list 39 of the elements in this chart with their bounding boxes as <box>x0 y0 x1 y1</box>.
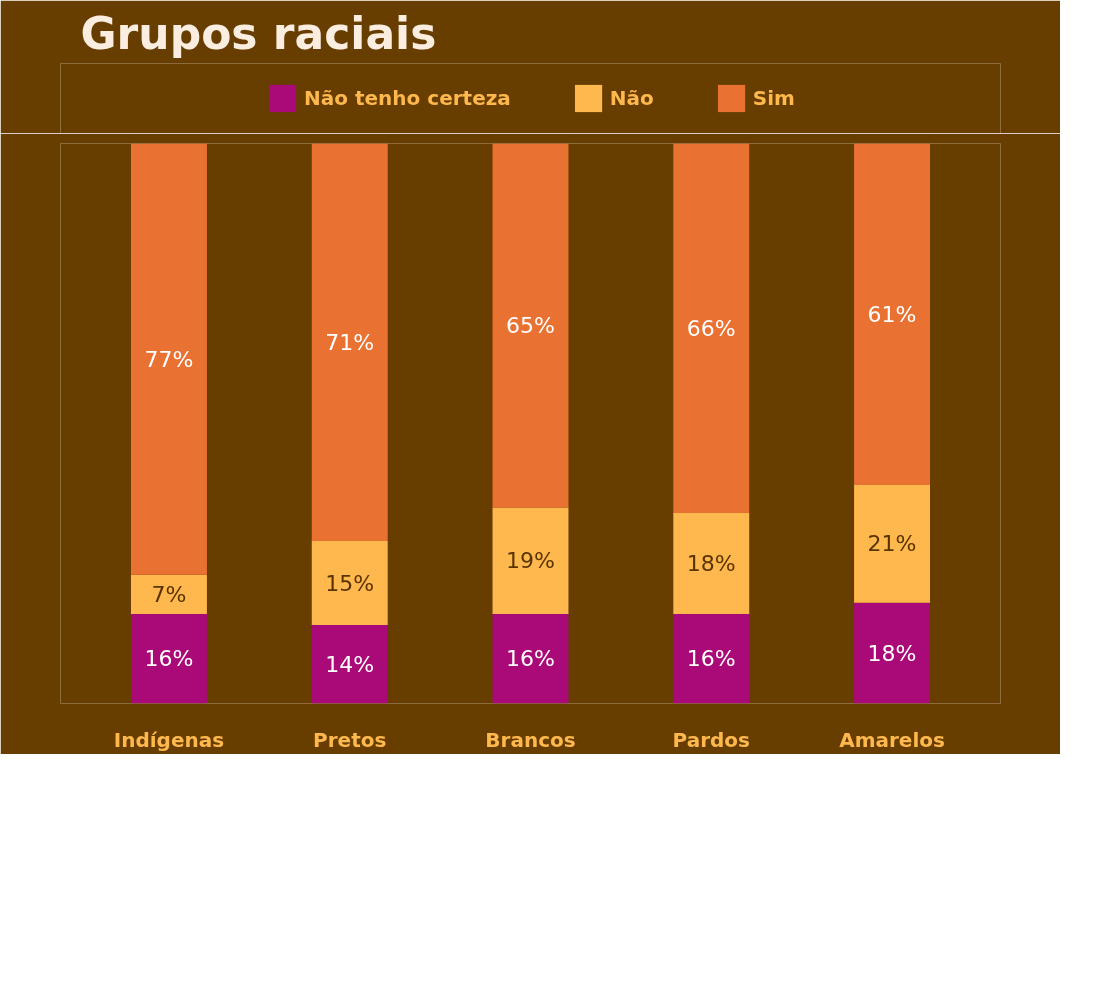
data-label: 77% <box>144 346 194 372</box>
bar <box>311 625 388 704</box>
data-label: 7% <box>151 581 187 607</box>
bar <box>311 143 388 542</box>
data-label: 19% <box>506 548 555 574</box>
data-label: 65% <box>506 313 555 338</box>
bar <box>492 613 569 704</box>
bar <box>131 613 207 704</box>
x-tick-label: Amarelos <box>839 727 945 752</box>
bar <box>131 574 207 614</box>
bar <box>673 613 750 704</box>
legend-label: Sim <box>752 86 795 110</box>
x-tick-label: Pardos <box>672 727 750 752</box>
bar <box>492 507 569 614</box>
legend-label: Não tenho certeza <box>304 86 511 110</box>
bar <box>492 143 569 508</box>
x-tick-label: Brancos <box>485 727 576 752</box>
data-label: 14% <box>325 651 375 677</box>
data-label: 16% <box>686 646 736 672</box>
bar <box>673 513 750 614</box>
x-tick-label: Pretos <box>313 727 387 752</box>
data-label: 18% <box>867 640 917 666</box>
bar <box>131 143 207 575</box>
bar <box>311 541 388 626</box>
legend-label: Não <box>609 86 654 110</box>
bar <box>854 485 930 603</box>
data-label: 16% <box>506 646 555 672</box>
data-label: 21% <box>867 531 917 557</box>
x-tick-label: Indígenas <box>113 727 225 752</box>
data-label: 71% <box>325 329 375 355</box>
data-label: 61% <box>867 301 917 327</box>
data-label: 15% <box>325 570 375 596</box>
bar <box>854 143 930 486</box>
data-label: 16% <box>144 646 194 672</box>
bar <box>854 602 930 704</box>
chart-title: Grupos raciais <box>80 7 437 59</box>
bar <box>673 143 750 514</box>
data-label: 18% <box>686 551 736 576</box>
data-label: 66% <box>686 315 736 341</box>
